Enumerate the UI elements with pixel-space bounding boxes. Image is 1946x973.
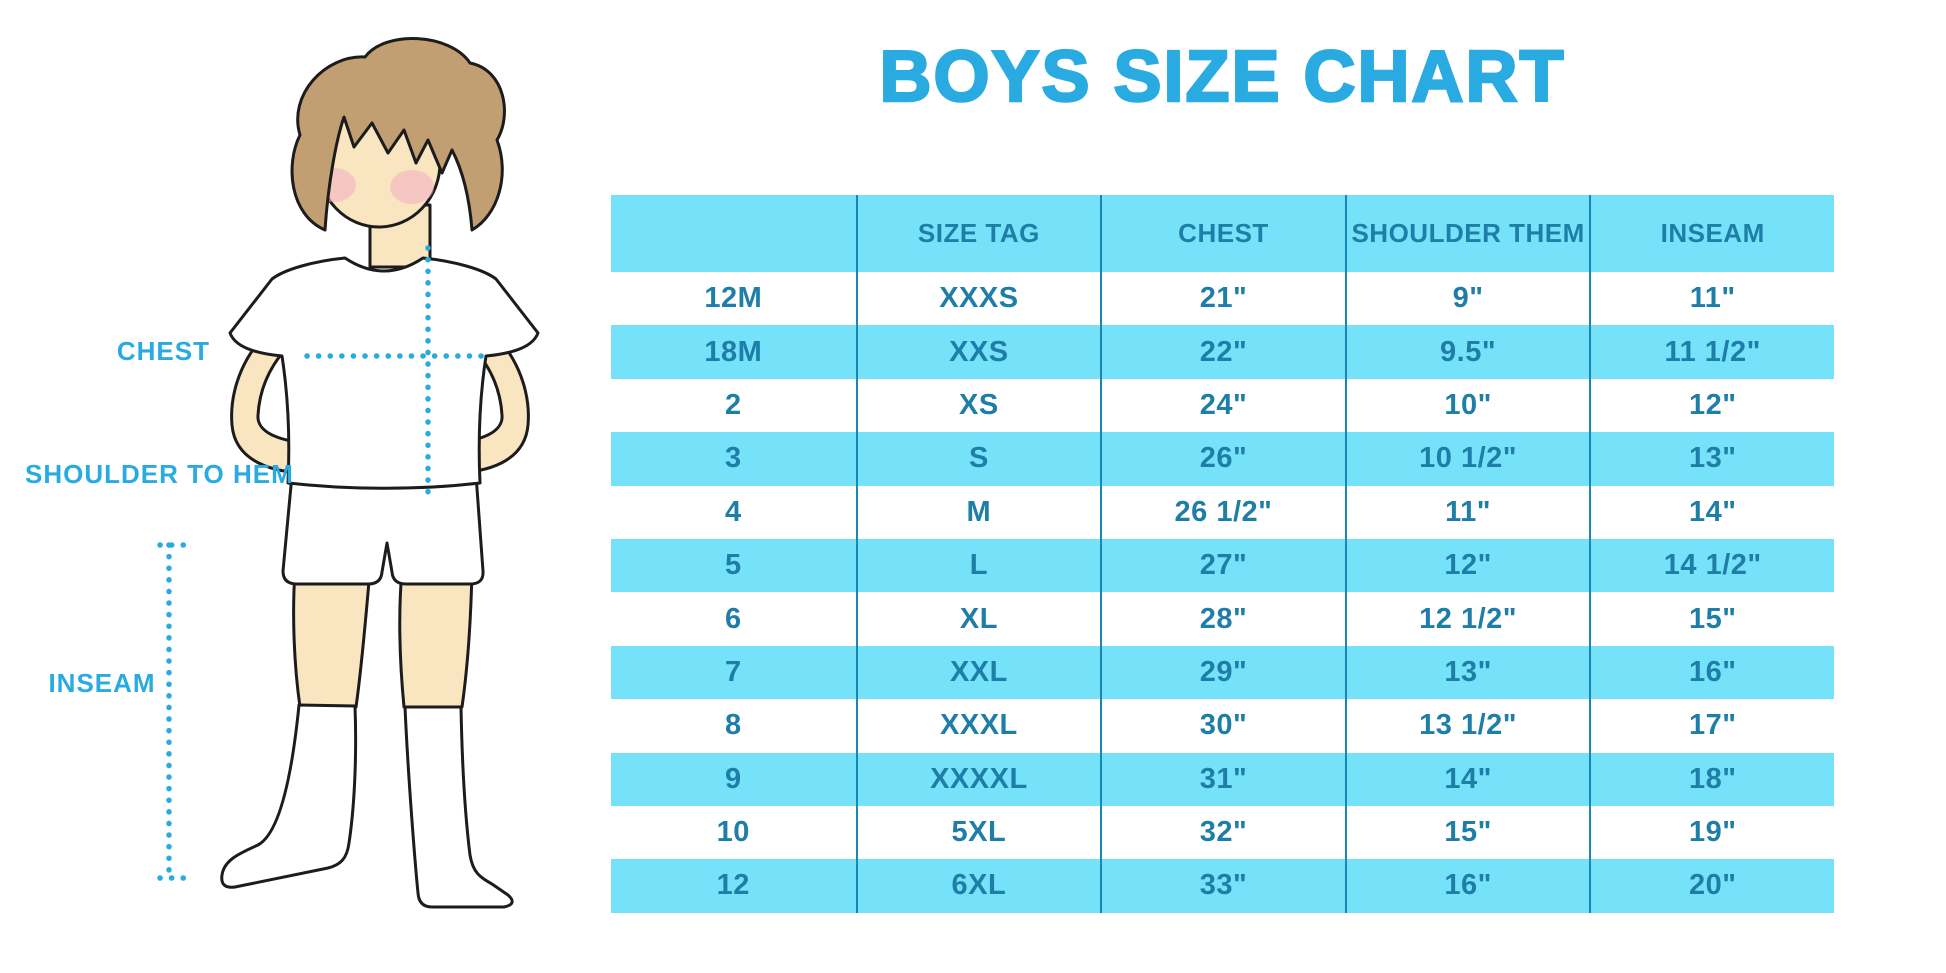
table-cell: XXXL bbox=[855, 699, 1101, 753]
table-cell: S bbox=[855, 432, 1101, 486]
right-sock bbox=[403, 705, 514, 909]
size-row-label-cell: 6 bbox=[724, 602, 742, 635]
t-shirt bbox=[228, 256, 540, 490]
table-cell: 14" bbox=[1589, 485, 1834, 539]
size-row-label-cell: 7 bbox=[611, 645, 856, 700]
table-header-cell: CHEST bbox=[1100, 195, 1345, 272]
right-leg bbox=[398, 568, 474, 709]
table-cell: 28" bbox=[1100, 592, 1345, 646]
shorts bbox=[281, 473, 485, 586]
table-cell: 11" bbox=[1589, 272, 1834, 326]
page-title: BOYS SIZE CHART bbox=[878, 36, 1566, 119]
table-cell: 10" bbox=[1344, 378, 1590, 433]
table-cell: 33" bbox=[1100, 859, 1345, 913]
table-cell: 14 1/2" bbox=[1589, 538, 1834, 593]
table-cell: L bbox=[855, 538, 1101, 593]
table-cell: 10 1/2" bbox=[1344, 432, 1590, 486]
table-cell: 26" bbox=[1100, 432, 1345, 486]
table-cell: 12 1/2" bbox=[1344, 592, 1590, 646]
table-cell: 15" bbox=[1344, 805, 1590, 860]
size-row-label-cell: 9 bbox=[611, 752, 856, 806]
size-row-label-cell: 8 bbox=[724, 709, 742, 742]
table-cell: 5XL bbox=[855, 805, 1101, 860]
table-cell: XL bbox=[855, 592, 1101, 646]
table-cell: 22" bbox=[1100, 325, 1345, 379]
left-leg bbox=[292, 568, 372, 709]
table-cell: 12" bbox=[1589, 378, 1834, 433]
table-cell: 18" bbox=[1589, 752, 1834, 806]
table-cell: 31" bbox=[1100, 752, 1345, 806]
table-cell: 16" bbox=[1344, 859, 1590, 913]
table-cell: 13" bbox=[1344, 645, 1590, 700]
table-cell: 13" bbox=[1589, 432, 1834, 486]
size-row-label-cell: 18M bbox=[611, 325, 856, 379]
table-header-cell: SIZE TAG bbox=[855, 195, 1101, 272]
size-table: SIZE TAG CHEST SHOULDER THEM INSEAM 12M XXXS 2… bbox=[611, 195, 1834, 913]
table-cell: 26 1/2" bbox=[1100, 485, 1345, 539]
size-row-label-cell: 5 bbox=[611, 538, 856, 593]
table-cell: 19" bbox=[1589, 805, 1834, 860]
boy-figure-illustration bbox=[157, 37, 540, 909]
size-row-label-cell: 4 bbox=[724, 495, 742, 528]
blush-right-cheek bbox=[390, 170, 434, 204]
size-row-label-cell: 12 bbox=[611, 859, 856, 913]
table-header-cell bbox=[611, 195, 856, 272]
table-cell: XXXS bbox=[855, 272, 1101, 326]
table-cell: XXXXL bbox=[855, 752, 1101, 806]
table-cell: 17" bbox=[1589, 699, 1834, 753]
size-row-label-cell: 12M bbox=[704, 282, 763, 315]
table-cell: 11 1/2" bbox=[1589, 325, 1834, 379]
table-cell: 29" bbox=[1100, 645, 1345, 700]
table-cell: 30" bbox=[1100, 699, 1345, 753]
label-shoulder-to-hem: SHOULDER TO HEM bbox=[25, 459, 294, 489]
label-inseam: INSEAM bbox=[48, 668, 156, 698]
table-cell: 14" bbox=[1344, 752, 1590, 806]
table-cell: 15" bbox=[1589, 592, 1834, 646]
left-sock bbox=[220, 703, 358, 889]
table-header-cell: INSEAM bbox=[1589, 195, 1834, 272]
table-cell: 13 1/2" bbox=[1344, 699, 1590, 753]
size-row-label-cell: 2 bbox=[724, 388, 742, 421]
table-cell: XS bbox=[855, 378, 1101, 433]
table-cell: 20" bbox=[1589, 859, 1834, 913]
table-cell: 21" bbox=[1100, 272, 1345, 326]
table-cell: XXS bbox=[855, 325, 1101, 379]
table-cell: 9.5" bbox=[1344, 325, 1590, 379]
table-cell: 24" bbox=[1100, 378, 1345, 433]
table-cell: 6XL bbox=[855, 859, 1101, 913]
label-chest: CHEST bbox=[116, 336, 210, 366]
table-cell: 32" bbox=[1100, 805, 1345, 860]
table-cell: 27" bbox=[1100, 538, 1345, 593]
table-cell: XXL bbox=[855, 645, 1101, 700]
table-cell: 16" bbox=[1589, 645, 1834, 700]
size-row-label-cell: 3 bbox=[611, 432, 856, 486]
hair bbox=[290, 37, 506, 232]
table-cell: 11" bbox=[1344, 485, 1590, 539]
table-cell: 12" bbox=[1344, 538, 1590, 593]
size-row-label-cell: 10 bbox=[716, 816, 750, 849]
table-header-cell: SHOULDER THEM bbox=[1344, 195, 1590, 272]
table-cell: 9" bbox=[1344, 272, 1590, 326]
table-cell: M bbox=[855, 485, 1101, 539]
